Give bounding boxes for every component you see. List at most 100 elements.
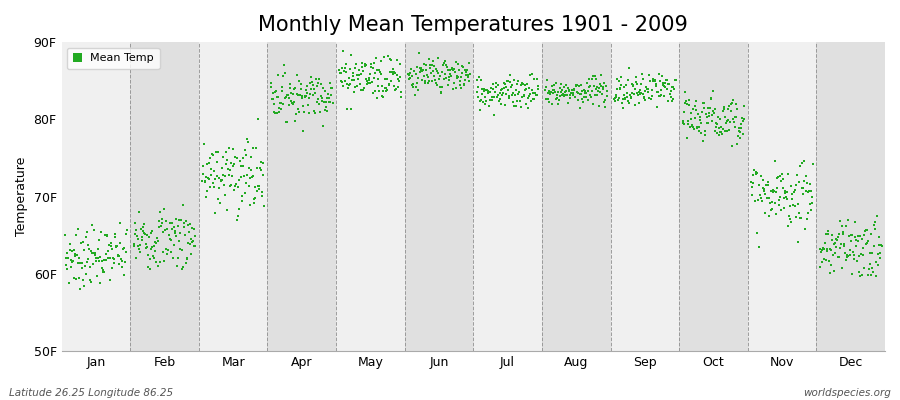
Point xyxy=(436,75,451,82)
Point xyxy=(841,253,855,259)
Point xyxy=(857,265,871,271)
Point xyxy=(512,98,526,104)
Point xyxy=(483,88,498,95)
Point xyxy=(770,211,784,218)
Point xyxy=(820,246,834,252)
Point xyxy=(235,198,249,204)
Point xyxy=(685,123,699,130)
Point xyxy=(872,242,886,248)
Point xyxy=(787,189,801,196)
Point xyxy=(310,83,324,90)
Point xyxy=(291,92,305,98)
Point xyxy=(220,157,234,164)
Point xyxy=(647,78,662,84)
Point xyxy=(235,193,249,200)
Point xyxy=(711,114,725,120)
Point xyxy=(74,240,88,246)
Point xyxy=(650,88,664,95)
Point xyxy=(529,75,544,82)
Point xyxy=(597,80,611,86)
Point xyxy=(860,238,875,244)
Point xyxy=(862,260,877,267)
Point xyxy=(774,178,788,184)
Point xyxy=(417,61,431,68)
Point xyxy=(729,114,743,120)
Point xyxy=(244,154,258,160)
Point xyxy=(225,146,239,152)
Point xyxy=(460,66,474,73)
Point xyxy=(453,78,467,84)
Point xyxy=(628,86,643,92)
Point xyxy=(691,128,706,134)
Point xyxy=(131,246,146,252)
Point xyxy=(246,144,260,151)
Point xyxy=(652,71,666,77)
Point xyxy=(658,84,672,90)
Point xyxy=(652,93,667,100)
Point xyxy=(581,88,596,94)
Point xyxy=(834,264,849,271)
Point xyxy=(132,209,147,215)
Point xyxy=(151,224,166,230)
Point xyxy=(450,73,464,80)
Point xyxy=(523,90,537,97)
Point xyxy=(781,223,796,229)
Point xyxy=(829,236,843,242)
Point xyxy=(757,186,771,192)
Point xyxy=(137,230,151,236)
Point xyxy=(368,88,382,94)
Point xyxy=(749,170,763,177)
Point xyxy=(516,81,530,88)
Point xyxy=(657,82,671,89)
Point xyxy=(87,250,102,256)
Point xyxy=(707,128,722,134)
Point xyxy=(695,109,709,115)
Point xyxy=(79,229,94,236)
Point xyxy=(130,255,144,261)
Point xyxy=(459,69,473,75)
Point xyxy=(768,200,782,207)
Point xyxy=(838,250,852,256)
Point xyxy=(481,88,495,95)
Point xyxy=(639,86,653,92)
Point xyxy=(770,174,785,181)
Point xyxy=(636,95,651,101)
Point xyxy=(92,258,106,264)
Point xyxy=(799,216,814,222)
Point xyxy=(563,95,578,101)
Point xyxy=(208,176,222,182)
Point xyxy=(361,80,375,86)
Point xyxy=(248,184,262,190)
Point xyxy=(206,180,220,187)
Point xyxy=(68,276,83,282)
Point xyxy=(816,246,831,252)
Point xyxy=(517,93,531,99)
Point xyxy=(734,125,748,132)
Point xyxy=(498,81,512,87)
Point xyxy=(250,188,265,194)
Point xyxy=(238,180,253,186)
Point xyxy=(832,254,847,261)
Point xyxy=(730,141,744,148)
Point xyxy=(284,100,299,106)
Point xyxy=(580,80,594,87)
Point xyxy=(863,230,878,237)
Point xyxy=(576,94,590,100)
Point xyxy=(145,228,159,234)
Point xyxy=(212,200,227,207)
Point xyxy=(162,236,176,242)
Point xyxy=(505,92,519,98)
Point xyxy=(171,223,185,229)
Point xyxy=(842,252,857,258)
Point xyxy=(626,91,641,97)
Point xyxy=(789,172,804,179)
Point xyxy=(457,76,472,83)
Point xyxy=(99,251,113,257)
Point xyxy=(856,244,870,251)
Point xyxy=(571,90,585,96)
Point xyxy=(553,85,567,92)
Point xyxy=(541,96,555,102)
Point xyxy=(81,256,95,262)
Point xyxy=(383,56,398,62)
Point xyxy=(550,94,564,101)
